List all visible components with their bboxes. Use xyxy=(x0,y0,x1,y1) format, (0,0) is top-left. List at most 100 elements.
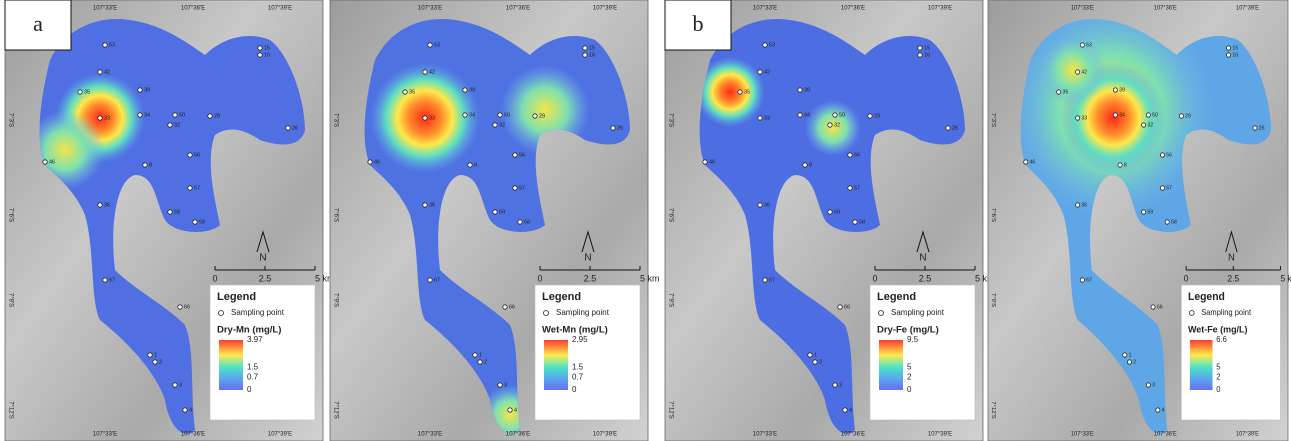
sampling-point xyxy=(137,112,143,118)
longitude-label: 107°39'E xyxy=(1236,5,1259,11)
sampling-point-label: 50 xyxy=(839,112,845,118)
color-bar-label: 1.5 xyxy=(572,363,584,372)
sampling-point-label: 15 xyxy=(589,45,595,51)
sampling-point-label: 58 xyxy=(859,219,865,225)
panel-label: a xyxy=(33,11,43,36)
latitude-label: 7°9'S xyxy=(990,293,996,307)
sampling-point xyxy=(167,122,173,128)
sampling-point xyxy=(762,277,768,283)
sampling-point xyxy=(945,125,951,131)
scale-label: 2.5 xyxy=(259,273,272,283)
sampling-point-label: 36 xyxy=(104,202,110,208)
color-bar-label: 5 xyxy=(907,363,912,372)
sampling-point-label: 53 xyxy=(1086,42,1092,48)
sampling-point-label: 32 xyxy=(174,122,180,128)
sampling-point xyxy=(97,69,103,75)
north-arrow xyxy=(1225,230,1238,253)
sampling-point xyxy=(1164,219,1170,225)
color-bar-label: 0 xyxy=(1216,385,1221,394)
longitude-label: 107°36'E xyxy=(841,432,865,438)
color-bar-label: 3.97 xyxy=(247,335,263,344)
legend-point-symbol xyxy=(878,310,884,316)
sampling-point xyxy=(832,112,838,118)
longitude-label: 107°33'E xyxy=(93,432,117,438)
sampling-point xyxy=(1075,69,1081,75)
sampling-point-label: 8 xyxy=(1124,162,1127,168)
sampling-point-label: 8 xyxy=(809,162,812,168)
concentration-zone xyxy=(805,100,861,156)
sampling-point xyxy=(97,115,103,121)
sampling-point xyxy=(1178,113,1184,119)
color-bar-label: 0 xyxy=(247,385,252,394)
sampling-point-label: 32 xyxy=(499,122,505,128)
longitude-label: 107°39'E xyxy=(928,6,952,12)
sampling-point xyxy=(1112,112,1118,118)
sampling-point-label: 26 xyxy=(617,125,623,131)
sampling-point-label: 4 xyxy=(189,407,192,413)
sampling-point xyxy=(102,42,108,48)
panel-label: b xyxy=(693,11,704,36)
scale-label: 5 km xyxy=(975,273,995,283)
sampling-point-label: 29 xyxy=(214,113,220,119)
latitude-label: 7°3'S xyxy=(990,113,996,127)
sampling-point-label: 35 xyxy=(744,89,750,95)
longitude-label: 107°33'E xyxy=(1071,431,1094,437)
sampling-point xyxy=(427,42,433,48)
longitude-label: 107°39'E xyxy=(268,432,292,438)
latitude-label: 7°6'S xyxy=(667,208,673,222)
sampling-point xyxy=(1141,122,1147,128)
sampling-point-label: 50 xyxy=(179,112,185,118)
latitude-label: 7°12'S xyxy=(990,401,996,419)
north-label: N xyxy=(1228,252,1235,263)
latitude-label: 7°9'S xyxy=(332,293,338,307)
concentration-zone xyxy=(1039,35,1106,105)
sampling-point-label: 35 xyxy=(84,89,90,95)
sampling-point-label: 16 xyxy=(1232,52,1238,58)
sampling-point-label: 39 xyxy=(804,87,810,93)
latitude-label: 7°6'S xyxy=(332,208,338,222)
longitude-label: 107°33'E xyxy=(1071,5,1094,11)
sampling-point-label: 8 xyxy=(474,162,477,168)
longitude-label: 107°36'E xyxy=(1154,5,1177,11)
longitude-label: 107°39'E xyxy=(268,6,292,12)
color-bar-label: 1.5 xyxy=(247,363,259,372)
sampling-point xyxy=(532,113,538,119)
sampling-point-label: 66 xyxy=(184,304,190,310)
sampling-point xyxy=(582,45,588,51)
sampling-point-label: 67 xyxy=(434,277,440,283)
sampling-point-label: 33 xyxy=(764,115,770,121)
sampling-point xyxy=(847,152,853,158)
sampling-point-label: 58 xyxy=(524,219,530,225)
sampling-point xyxy=(827,122,833,128)
scale-label: 0 xyxy=(212,273,217,283)
sampling-point-label: 16 xyxy=(264,52,270,58)
sampling-point xyxy=(497,112,503,118)
sampling-point-label: 67 xyxy=(1086,277,1092,283)
longitude-label: 107°33'E xyxy=(418,432,442,438)
scale-label: 2.5 xyxy=(919,273,932,283)
legend-point-symbol xyxy=(1189,310,1195,316)
sampling-point xyxy=(852,219,858,225)
sampling-point-label: 29 xyxy=(874,113,880,119)
sampling-point-label: 56 xyxy=(854,152,860,158)
sampling-point-label: 15 xyxy=(1232,45,1238,51)
sampling-point xyxy=(610,125,616,131)
sampling-point-label: 42 xyxy=(429,69,435,75)
longitude-label: 107°36'E xyxy=(506,432,530,438)
legend-variable: Wet-Fe (mg/L) xyxy=(1188,324,1247,334)
sampling-point xyxy=(462,87,468,93)
color-bar-label: 0.7 xyxy=(247,373,259,382)
sampling-point-label: 42 xyxy=(104,69,110,75)
sampling-point-label: 46 xyxy=(374,159,380,165)
sampling-point-label: 33 xyxy=(429,115,435,121)
sampling-point-label: 26 xyxy=(1259,125,1265,131)
legend-title: Legend xyxy=(542,291,581,303)
sampling-point xyxy=(917,45,923,51)
scale-label: 5 km xyxy=(1280,273,1291,283)
sampling-point-label: 53 xyxy=(769,42,775,48)
sampling-point xyxy=(1056,89,1062,95)
sampling-point-label: 1 xyxy=(1129,352,1132,358)
